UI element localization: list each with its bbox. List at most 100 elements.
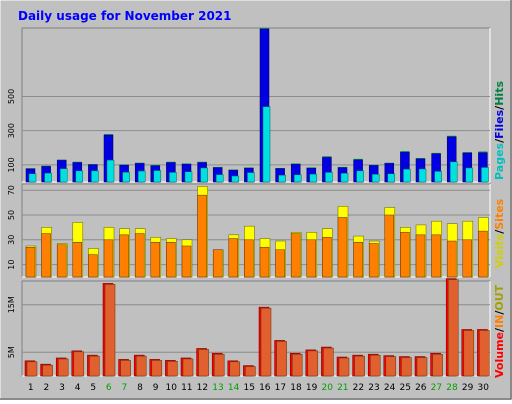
hits-bar-day-22 <box>354 159 363 160</box>
hits-bar-day-21 <box>338 167 347 168</box>
hits-bar-day-4 <box>73 162 82 163</box>
legend-out: OUT <box>493 284 506 310</box>
pages-bar-day-2 <box>45 173 52 182</box>
legend-in: IN <box>493 315 506 328</box>
x-label-day-20: 20 <box>321 383 333 393</box>
svg-text:Volume/IN/OUT: Volume/IN/OUT <box>493 284 506 378</box>
pages-bar-day-22 <box>357 171 364 182</box>
pages-bar-day-6 <box>107 160 114 182</box>
sites-bar-day-21 <box>338 217 347 277</box>
hits-bar-day-12 <box>198 162 207 163</box>
hits-bar-day-27 <box>432 153 441 154</box>
sites-bar-day-14 <box>229 239 238 277</box>
pages-bar-day-18 <box>294 175 301 182</box>
volume-bar-day-4 <box>74 352 84 376</box>
legend-visits: Visits/Sites <box>493 198 506 268</box>
pages-bar-day-20 <box>325 172 332 182</box>
x-label-day-15: 15 <box>243 383 254 393</box>
volume-bar-day-1 <box>27 362 37 376</box>
visits-tick-label: 30 <box>7 235 16 245</box>
legend-volume: Volume/IN/OUT <box>493 284 506 378</box>
hits-bar-day-16 <box>260 28 269 29</box>
pages-bar-day-8 <box>138 171 145 182</box>
pages-bar-day-24 <box>388 174 395 182</box>
sites-bar-day-7 <box>120 235 129 277</box>
pages-bar-day-26 <box>419 169 426 182</box>
pages-bar-day-5 <box>91 171 98 182</box>
sites-bar-day-25 <box>400 232 409 277</box>
sites-bar-day-6 <box>104 240 113 277</box>
x-label-day-5: 5 <box>90 383 96 393</box>
x-label-day-14: 14 <box>228 383 240 393</box>
visits-tick-label: 70 <box>7 185 16 195</box>
x-label-day-26: 26 <box>415 383 427 393</box>
hits-bar-day-25 <box>400 151 409 152</box>
sites-bar-day-19 <box>307 240 316 277</box>
volume-bar-day-16 <box>261 308 271 376</box>
volume-bar-day-30 <box>479 330 489 376</box>
hits-bar-day-28 <box>447 136 456 137</box>
x-label-day-10: 10 <box>165 383 177 393</box>
sites-bar-day-15 <box>244 240 253 277</box>
volume-bar-day-12 <box>199 349 209 376</box>
sites-bar-day-11 <box>182 246 191 277</box>
volume-bar-day-13 <box>214 354 224 376</box>
hits-bar-day-15 <box>244 167 253 168</box>
x-label-day-2: 2 <box>44 383 50 393</box>
volume-bar-day-25 <box>401 358 411 376</box>
pages-bar-day-13 <box>216 175 223 182</box>
volume-bar-day-8 <box>136 356 146 376</box>
volume-bar-day-15 <box>245 367 255 376</box>
pages-bar-day-16 <box>263 107 270 182</box>
pages-bar-day-25 <box>403 169 410 182</box>
volume-bar-day-28 <box>448 280 458 376</box>
volume-bar-day-27 <box>433 354 443 376</box>
legend-hits-label: Hits <box>493 81 506 106</box>
volume-bar-day-2 <box>43 365 53 376</box>
visits-tick-label: 10 <box>7 260 16 270</box>
svg-text:Pages/Files/Hits: Pages/Files/Hits <box>493 81 506 180</box>
hits-tick-label: 300 <box>7 123 16 138</box>
pages-bar-day-23 <box>372 174 379 182</box>
sites-bar-day-13 <box>213 250 222 277</box>
x-label-day-28: 28 <box>446 383 458 393</box>
pages-bar-day-27 <box>435 171 442 182</box>
hits-bar-day-13 <box>213 167 222 168</box>
pages-bar-day-9 <box>154 171 161 182</box>
sites-bar-day-12 <box>198 195 207 277</box>
hits-bar-day-19 <box>307 167 316 168</box>
hits-bar-day-10 <box>166 162 175 163</box>
hits-bar-day-30 <box>478 152 487 153</box>
x-label-day-8: 8 <box>137 383 143 393</box>
volume-bar-day-22 <box>355 356 365 376</box>
pages-bar-day-15 <box>247 173 254 182</box>
x-label-day-29: 29 <box>462 383 474 393</box>
sites-bar-day-29 <box>463 240 472 277</box>
pages-bar-day-21 <box>341 173 348 182</box>
chart-title: Daily usage for November 2021 <box>18 9 232 23</box>
volume-bar-day-11 <box>183 359 193 376</box>
volume-bar-day-7 <box>121 360 131 376</box>
x-label-day-19: 19 <box>306 383 318 393</box>
x-label-day-17: 17 <box>275 383 286 393</box>
volume-bar-day-29 <box>464 330 474 376</box>
hits-bar-day-9 <box>151 165 160 166</box>
hits-bar-day-2 <box>42 166 51 167</box>
x-label-day-23: 23 <box>368 383 379 393</box>
volume-tick-label: 15M <box>7 296 16 313</box>
x-label-day-9: 9 <box>153 383 159 393</box>
pages-bar-day-4 <box>76 171 83 182</box>
sites-bar-day-20 <box>322 237 331 277</box>
hits-bar-day-20 <box>322 156 331 157</box>
volume-bar-day-21 <box>339 358 349 376</box>
volume-bar-day-17 <box>277 341 287 376</box>
pages-bar-day-14 <box>232 176 239 182</box>
volume-bar-day-20 <box>323 348 333 376</box>
legend-volume-label: Volume <box>493 332 506 378</box>
legend-pages: Pages <box>493 142 506 180</box>
pages-bar-day-30 <box>481 167 488 182</box>
